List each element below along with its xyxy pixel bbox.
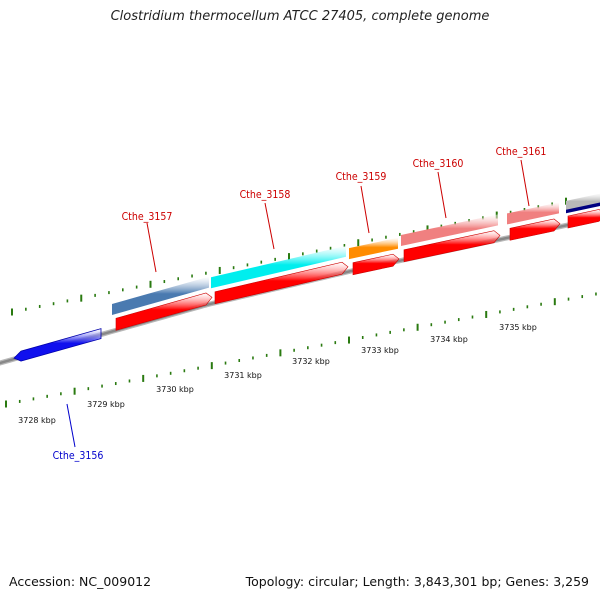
- leader-line-cthe-3158: [264, 202, 275, 250]
- scale-label: 3735 kbp: [499, 323, 537, 332]
- label-leader-lines: [66, 159, 530, 448]
- scale-label: 3728 kbp: [18, 416, 56, 425]
- accession-text: Accession: NC_009012: [9, 574, 152, 589]
- gene-label-cthe-3159[interactable]: Cthe_3159: [336, 171, 387, 183]
- genome-stats-text: Topology: circular; Length: 3,843,301 bp…: [245, 574, 589, 589]
- leader-line-cthe-3161: [520, 159, 530, 207]
- gene-feature-cthe-3159[interactable]: [349, 237, 398, 260]
- gene-labels: Cthe_3156 Cthe_3157 Cthe_3158 Cthe_3159 Cthe…: [53, 146, 547, 462]
- cds-feature-cthe-3161[interactable]: [509, 218, 561, 241]
- scale-label: 3731 kbp: [224, 371, 262, 380]
- genome-title: Clostridium thermocellum ATCC 27405, com…: [110, 9, 490, 24]
- cds-feature-cthe-3159[interactable]: [352, 253, 400, 276]
- scale-label: 3729 kbp: [87, 400, 125, 409]
- gene-label-cthe-3157[interactable]: Cthe_3157: [122, 211, 173, 223]
- scale-ticks: [5, 197, 597, 408]
- cds-feature-cthe-3160[interactable]: [403, 230, 501, 263]
- gene-feature-cthe-3158[interactable]: [211, 245, 346, 289]
- leader-line-cthe-3160: [437, 171, 447, 219]
- cds-feature-unnamed-6[interactable]: [567, 209, 600, 229]
- gene-label-cthe-3160[interactable]: Cthe_3160: [413, 158, 464, 170]
- scale-label: 3732 kbp: [292, 357, 330, 366]
- gene-feature-cthe-3161[interactable]: [507, 202, 559, 225]
- gene-feature-cthe-3156[interactable]: [13, 328, 102, 362]
- gene-label-cthe-3161[interactable]: Cthe_3161: [496, 146, 547, 158]
- gene-features: [13, 193, 600, 362]
- gene-label-cthe-3156[interactable]: Cthe_3156: [53, 450, 104, 462]
- leader-line-cthe-3156: [66, 403, 76, 448]
- leader-line-cthe-3157: [146, 222, 157, 273]
- cds-feature-cthe-3157[interactable]: [115, 292, 213, 331]
- gene-feature-unnamed-6[interactable]: [566, 193, 600, 212]
- gene-feature-cthe-3160[interactable]: [401, 214, 498, 246]
- leader-line-cthe-3159: [360, 185, 370, 234]
- gene-feature-cthe-3157[interactable]: [112, 276, 209, 315]
- scale-label: 3730 kbp: [156, 385, 194, 394]
- cds-feature-cthe-3158[interactable]: [214, 261, 349, 305]
- scale-label: 3734 kbp: [430, 335, 468, 344]
- scale-labels: 3728 kbp 3729 kbp 3730 kbp 3731 kbp 3732 kbp…: [18, 323, 537, 425]
- gene-feature-dark-band: [566, 202, 600, 214]
- scale-label: 3733 kbp: [361, 346, 399, 355]
- gene-label-cthe-3158[interactable]: Cthe_3158: [240, 189, 291, 201]
